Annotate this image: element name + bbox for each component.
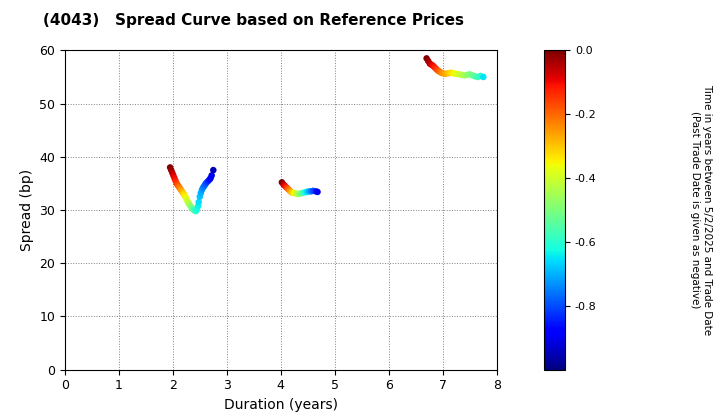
Point <box>177 189 189 196</box>
Point <box>187 205 199 212</box>
Y-axis label: Spread (bp): Spread (bp) <box>19 169 34 251</box>
Point <box>459 72 470 79</box>
Point <box>175 186 186 193</box>
Point <box>423 58 434 64</box>
Point <box>193 199 204 205</box>
Point <box>299 189 310 196</box>
Point <box>477 74 489 80</box>
Point <box>286 189 297 196</box>
Point <box>196 186 207 193</box>
Point <box>183 200 194 207</box>
Point <box>179 193 191 200</box>
Point <box>200 179 212 186</box>
Point <box>429 64 441 71</box>
Point <box>426 61 437 68</box>
Point <box>301 189 312 195</box>
Point <box>294 190 306 197</box>
Point <box>437 70 449 76</box>
Point <box>199 181 211 188</box>
Point <box>284 187 296 194</box>
Point <box>467 72 478 79</box>
Point <box>282 186 294 193</box>
Point <box>174 185 186 192</box>
Point <box>310 188 322 195</box>
Point <box>464 71 475 78</box>
Point <box>204 176 215 183</box>
Point <box>206 172 217 179</box>
Point <box>292 191 304 197</box>
Point <box>188 207 199 213</box>
Point <box>192 205 203 212</box>
Point <box>197 184 209 191</box>
Point <box>432 67 444 74</box>
Point <box>472 74 484 80</box>
Point <box>281 184 292 191</box>
Point <box>190 208 202 215</box>
Point <box>442 70 454 76</box>
Point <box>189 207 201 214</box>
Point <box>469 73 481 80</box>
Point <box>436 69 447 76</box>
Point <box>454 71 465 78</box>
Point <box>181 197 193 204</box>
Point <box>433 68 445 75</box>
Point <box>176 188 188 195</box>
Point <box>185 203 197 210</box>
Point <box>290 190 302 197</box>
Point <box>276 179 287 186</box>
Point <box>192 202 204 209</box>
Point <box>448 70 459 76</box>
Point <box>288 189 300 196</box>
Point <box>199 183 210 189</box>
Point <box>305 188 317 195</box>
Point <box>170 177 181 184</box>
Point <box>424 60 436 67</box>
Point <box>428 63 439 69</box>
Point <box>202 178 214 185</box>
X-axis label: Duration (years): Duration (years) <box>224 398 338 412</box>
Text: (4043)   Spread Curve based on Reference Prices: (4043) Spread Curve based on Reference P… <box>43 13 464 28</box>
Point <box>204 175 216 181</box>
Point <box>166 167 177 173</box>
Point <box>168 175 180 181</box>
Point <box>166 169 178 176</box>
Point <box>172 181 184 188</box>
Point <box>207 167 219 173</box>
Point <box>278 181 289 188</box>
Point <box>181 195 192 202</box>
Point <box>179 191 190 198</box>
Point <box>297 189 308 196</box>
Point <box>171 180 182 187</box>
Point <box>184 201 195 208</box>
Point <box>173 183 184 190</box>
Point <box>312 189 323 195</box>
Point <box>440 71 451 77</box>
Y-axis label: Time in years between 5/2/2025 and Trade Date
(Past Trade Date is given as negat: Time in years between 5/2/2025 and Trade… <box>690 84 711 336</box>
Point <box>186 205 197 211</box>
Point <box>445 69 456 76</box>
Point <box>451 71 462 77</box>
Point <box>168 172 179 179</box>
Point <box>420 55 432 62</box>
Point <box>431 66 442 72</box>
Point <box>456 71 467 78</box>
Point <box>194 193 206 200</box>
Point <box>475 73 487 79</box>
Point <box>462 71 473 78</box>
Point <box>307 187 319 194</box>
Point <box>164 164 176 171</box>
Point <box>279 183 291 189</box>
Point <box>195 189 207 196</box>
Point <box>303 188 315 195</box>
